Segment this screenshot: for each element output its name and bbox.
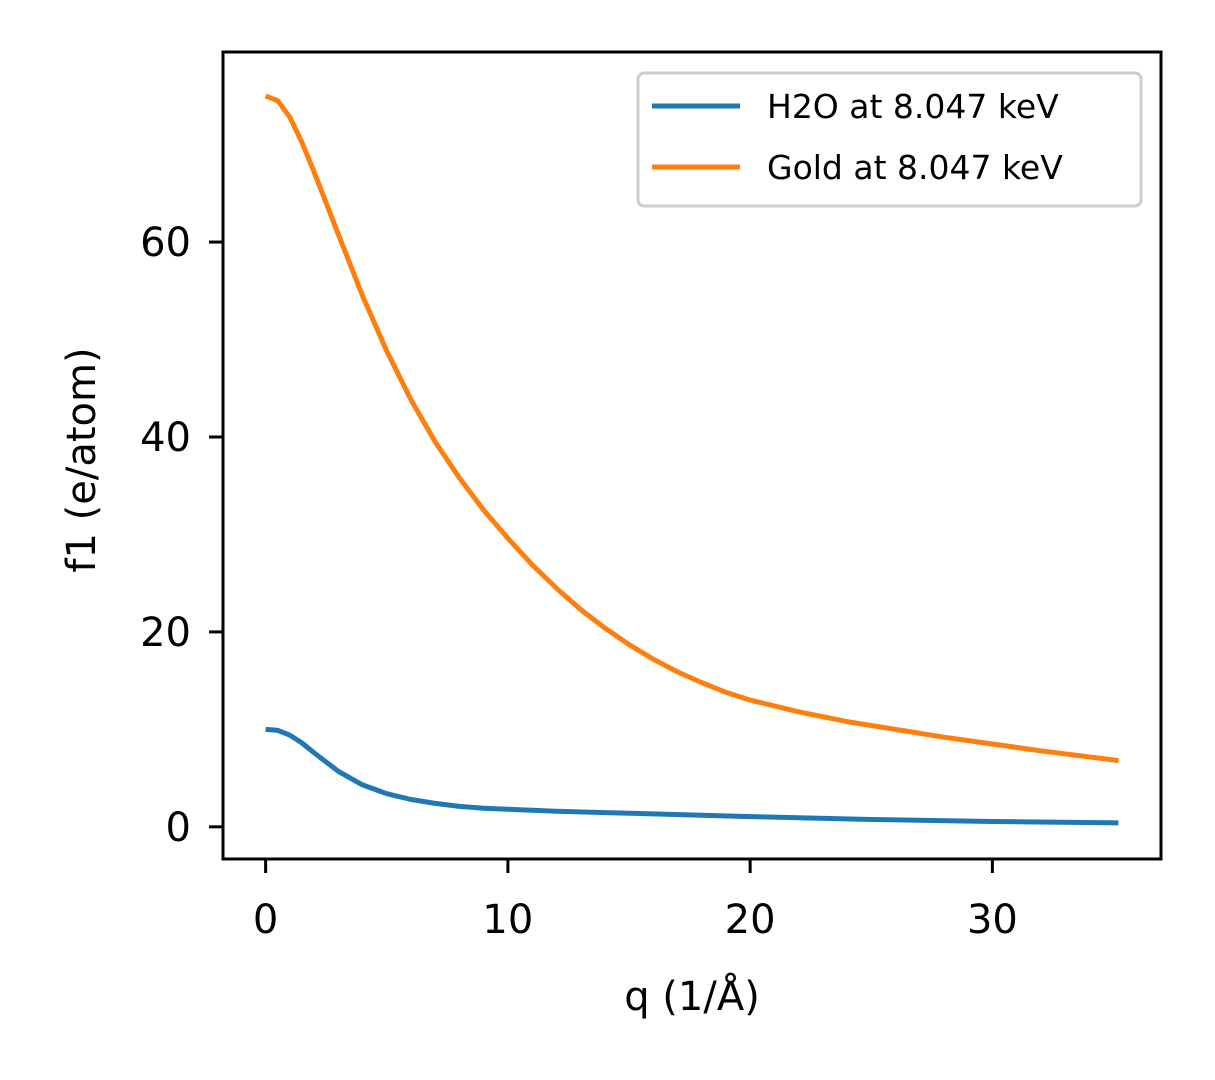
ticks-layer: 0 10 20 30 0 20 40 60 [140, 220, 1018, 943]
legend-label-gold: Gold at 8.047 keV [767, 148, 1063, 187]
x-tick-label: 30 [967, 897, 1018, 943]
x-tick-label: 20 [725, 897, 776, 943]
series-line-h2o [265, 726, 1119, 826]
legend-label-h2o: H2O at 8.047 keV [767, 87, 1059, 126]
x-tick-label: 10 [482, 897, 533, 943]
legend-box [636, 71, 1143, 208]
x-tick-label: 0 [253, 897, 278, 943]
plot-frame [221, 50, 1163, 861]
series-layer [264, 93, 1119, 826]
y-tick-label: 0 [166, 805, 191, 851]
legend: H2O at 8.047 keV Gold at 8.047 keV [636, 71, 1143, 208]
y-axis-label: f1 (e/atom) [59, 347, 105, 572]
y-tick-label: 20 [140, 610, 191, 656]
series-line-gold [264, 93, 1119, 764]
y-tick-label: 40 [140, 415, 191, 461]
y-tick-label: 60 [140, 220, 191, 266]
x-axis-label: q (1/Å) [624, 972, 760, 1020]
